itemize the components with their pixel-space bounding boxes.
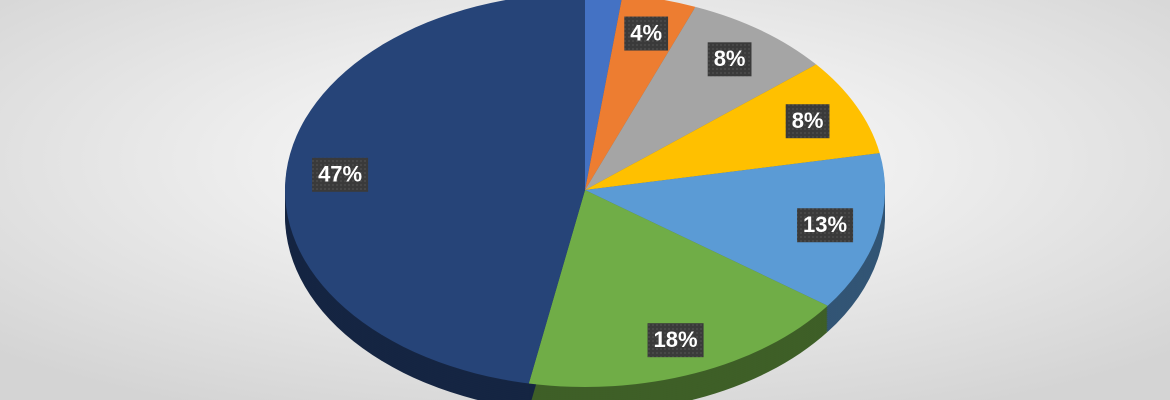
data-label-box — [647, 323, 704, 358]
data-label-box — [707, 42, 752, 77]
data-label-box — [312, 157, 369, 192]
data-label-box — [624, 16, 669, 51]
slice — [585, 64, 880, 190]
data-label: 18% — [654, 327, 698, 352]
data-label: 47% — [318, 162, 362, 187]
slice — [585, 153, 885, 306]
slice — [585, 6, 817, 191]
data-label: 8% — [792, 108, 824, 133]
data-label-box — [785, 104, 830, 139]
data-label: 13% — [803, 212, 847, 237]
data-label: 8% — [714, 46, 746, 71]
slice — [528, 190, 828, 387]
slice — [284, 0, 585, 384]
slice — [585, 0, 622, 190]
data-label-box — [797, 208, 854, 243]
data-label: 4% — [630, 20, 662, 45]
